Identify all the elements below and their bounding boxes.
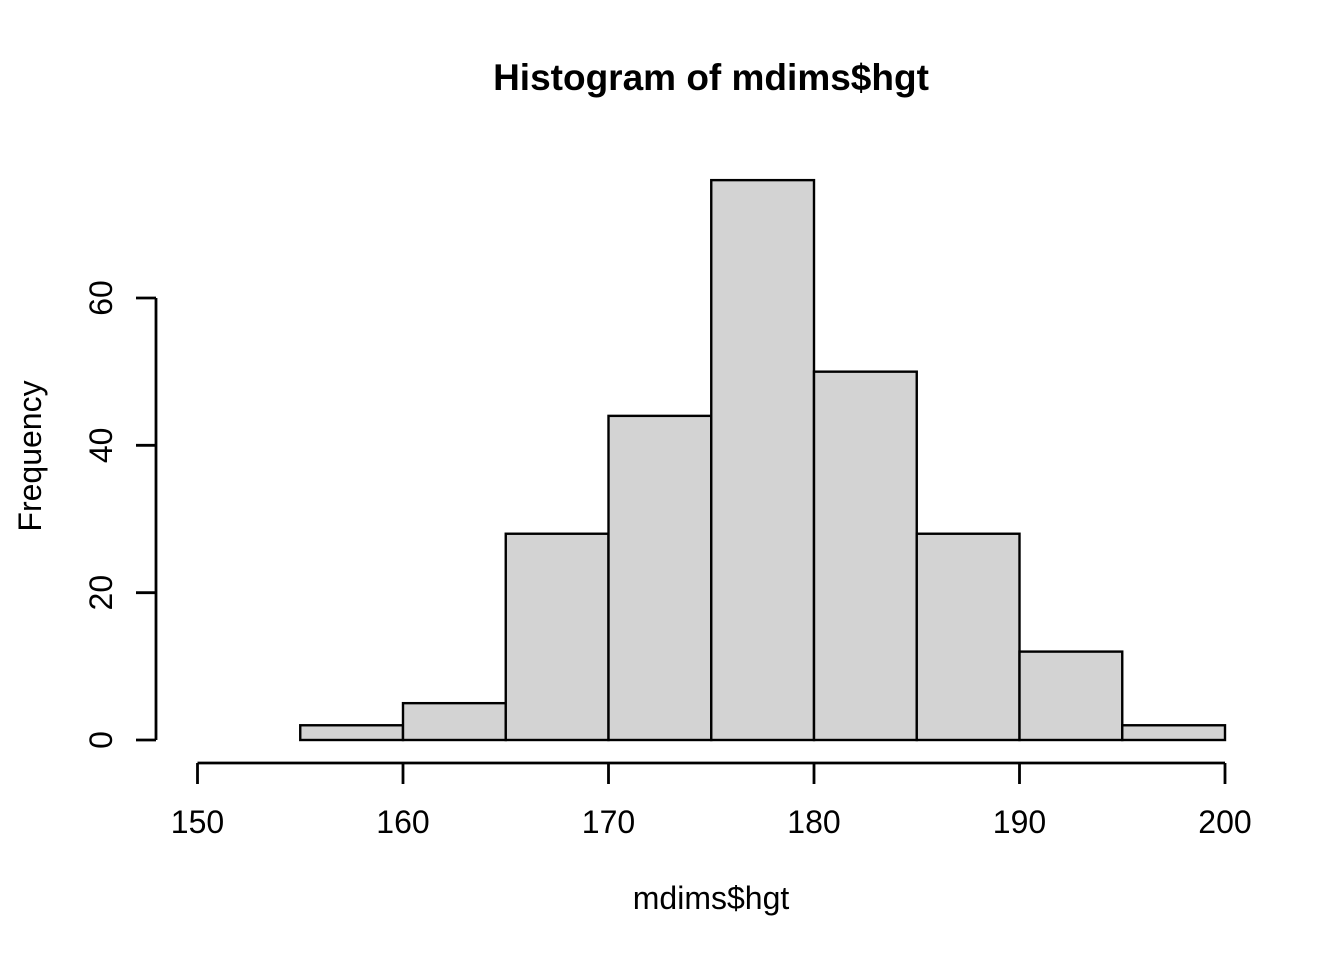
x-tick-label: 160: [376, 804, 429, 840]
histogram-bar: [607, 414, 713, 742]
histogram-bar: [504, 532, 610, 742]
chart-title: Histogram of mdims$hgt: [493, 57, 929, 98]
histogram-bar: [915, 532, 1021, 742]
bars-layer: [299, 178, 1227, 742]
histogram-bar: [401, 701, 507, 742]
y-tick-label: 0: [83, 731, 119, 749]
y-tick-label: 20: [83, 575, 119, 611]
x-tick-label: 150: [171, 804, 224, 840]
y-tick-label: 60: [83, 280, 119, 316]
x-tick-label: 170: [582, 804, 635, 840]
y-axis-label: Frequency: [12, 380, 48, 531]
axes-layer: 150 160 170 180 190 200 0 20 40 60: [83, 280, 1252, 840]
histogram-bar: [710, 178, 816, 742]
histogram-bar: [299, 724, 405, 742]
x-tick-label: 200: [1198, 804, 1251, 840]
x-tick-label: 190: [993, 804, 1046, 840]
y-tick-label: 40: [83, 428, 119, 464]
x-axis-label: mdims$hgt: [633, 880, 790, 916]
x-tick-label: 180: [787, 804, 840, 840]
histogram-bar: [812, 370, 918, 742]
histogram-bar: [1018, 650, 1124, 742]
histogram-bar: [1121, 724, 1227, 742]
